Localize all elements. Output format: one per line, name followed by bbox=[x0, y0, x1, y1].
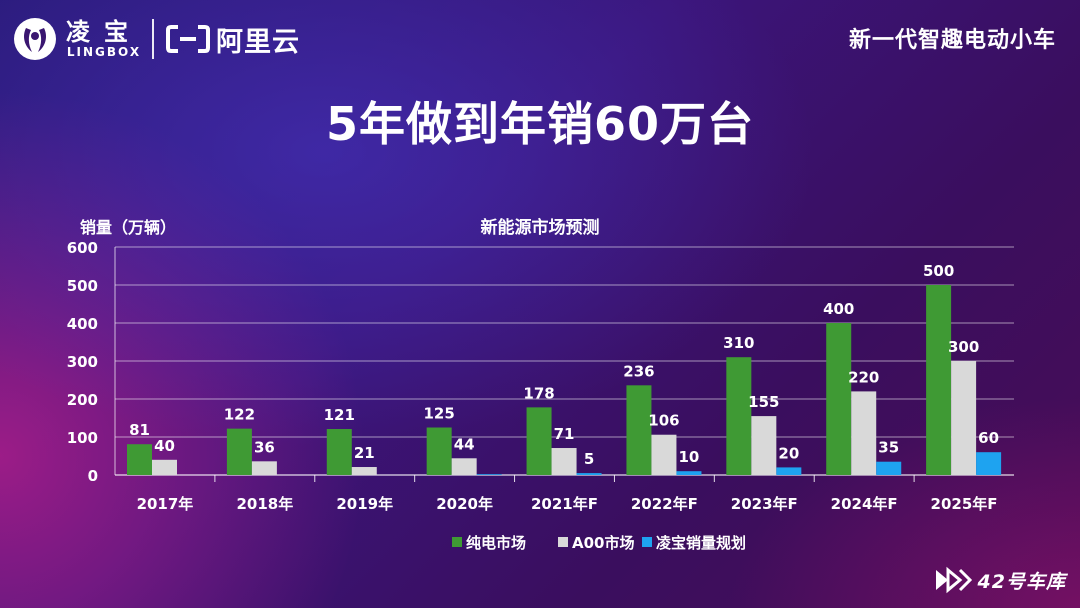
data-label: 21 bbox=[354, 444, 375, 462]
y-tick-label: 0 bbox=[88, 467, 98, 485]
data-label: 121 bbox=[324, 406, 355, 424]
data-label: 20 bbox=[778, 444, 799, 462]
data-label: 400 bbox=[823, 300, 854, 318]
bar-pure-ev bbox=[626, 385, 652, 475]
data-label: 220 bbox=[848, 368, 879, 386]
legend-label: A00市场 bbox=[572, 534, 634, 552]
bar-pure-ev bbox=[326, 429, 352, 475]
data-label: 10 bbox=[679, 448, 700, 466]
x-tick-label: 2024年F bbox=[831, 495, 898, 513]
bar-a00 bbox=[951, 361, 977, 475]
lingbao-cn: 凌宝 bbox=[66, 18, 142, 46]
legend-label: 凌宝销量规划 bbox=[656, 534, 746, 552]
x-tick-label: 2023年F bbox=[731, 495, 798, 513]
bar-pure-ev bbox=[127, 444, 152, 475]
bar-pure-ev bbox=[926, 285, 952, 475]
bar-a00 bbox=[251, 461, 277, 475]
x-tick-label: 2025年F bbox=[931, 495, 998, 513]
brand-divider bbox=[152, 19, 154, 59]
aliyun-wordmark: 阿里云 bbox=[216, 26, 300, 58]
y-tick-label: 600 bbox=[67, 239, 98, 257]
page-title: 5年做到年销60万台 bbox=[325, 97, 755, 151]
data-label: 155 bbox=[748, 393, 779, 411]
data-label: 40 bbox=[154, 437, 175, 455]
x-tick-label: 2019年 bbox=[336, 495, 393, 513]
y-tick-label: 400 bbox=[67, 315, 98, 333]
data-label: 125 bbox=[424, 405, 455, 423]
data-label: 178 bbox=[523, 384, 554, 402]
bar-a00 bbox=[551, 448, 577, 475]
data-label: 35 bbox=[878, 439, 899, 457]
x-tick-label: 2017年 bbox=[137, 495, 194, 513]
lingbao-wordmark: 凌宝 LINGBOX bbox=[66, 19, 142, 59]
bar-a00 bbox=[152, 459, 177, 475]
bar-lingbao bbox=[476, 474, 502, 475]
lingbao-en: LINGBOX bbox=[66, 45, 142, 59]
lingbao-logo-icon bbox=[14, 18, 56, 60]
bar-a00 bbox=[851, 391, 877, 475]
data-label: 36 bbox=[254, 438, 275, 456]
y-tick-label: 300 bbox=[67, 353, 98, 371]
y-tick-label: 200 bbox=[67, 391, 98, 409]
data-label: 236 bbox=[623, 362, 654, 380]
bar-lingbao bbox=[776, 467, 802, 475]
footer-text: 42号车库 bbox=[977, 570, 1066, 593]
bar-a00 bbox=[351, 467, 377, 475]
data-label: 106 bbox=[648, 412, 679, 430]
data-label: 81 bbox=[129, 421, 150, 439]
x-tick-label: 2021年F bbox=[531, 495, 598, 513]
legend-label: 纯电市场 bbox=[466, 534, 526, 552]
brand-logo: 凌宝 LINGBOX 阿里云 bbox=[12, 14, 300, 64]
data-label: 44 bbox=[454, 435, 475, 453]
data-label: 60 bbox=[978, 429, 999, 447]
legend-swatch bbox=[642, 537, 652, 547]
data-label: 71 bbox=[554, 425, 575, 443]
bar-lingbao bbox=[876, 461, 902, 475]
y-tick-label: 500 bbox=[67, 277, 98, 295]
bar-pure-ev bbox=[826, 323, 852, 475]
bar-a00 bbox=[451, 458, 477, 475]
bar-a00 bbox=[651, 434, 677, 475]
aliyun-logo-icon bbox=[166, 25, 210, 53]
bar-a00 bbox=[751, 416, 777, 475]
slogan: 新一代智趣电动小车 bbox=[848, 28, 1056, 53]
bar-pure-ev bbox=[726, 357, 752, 475]
bar-pure-ev bbox=[526, 407, 552, 475]
bar-pure-ev bbox=[226, 428, 252, 475]
legend-swatch bbox=[452, 537, 462, 547]
data-label: 310 bbox=[723, 334, 754, 352]
x-tick-label: 2020年 bbox=[436, 495, 493, 513]
data-label: 500 bbox=[923, 262, 954, 280]
bar-lingbao bbox=[676, 471, 702, 475]
bar-pure-ev bbox=[426, 427, 452, 475]
legend-swatch bbox=[558, 537, 568, 547]
x-tick-label: 2022年F bbox=[631, 495, 698, 513]
y-tick-label: 100 bbox=[67, 429, 98, 447]
y-axis-label: 销量（万辆） bbox=[80, 218, 177, 237]
garage-logo-icon bbox=[935, 566, 972, 594]
chart-title: 新能源市场预测 bbox=[480, 218, 600, 238]
x-tick-label: 2018年 bbox=[236, 495, 293, 513]
data-label: 300 bbox=[948, 338, 979, 356]
bar-lingbao bbox=[976, 452, 1002, 475]
footer-logo: 42号车库 bbox=[934, 566, 1066, 594]
data-label: 122 bbox=[224, 406, 255, 424]
data-label: 5 bbox=[584, 450, 594, 468]
bar-lingbao bbox=[576, 473, 602, 475]
